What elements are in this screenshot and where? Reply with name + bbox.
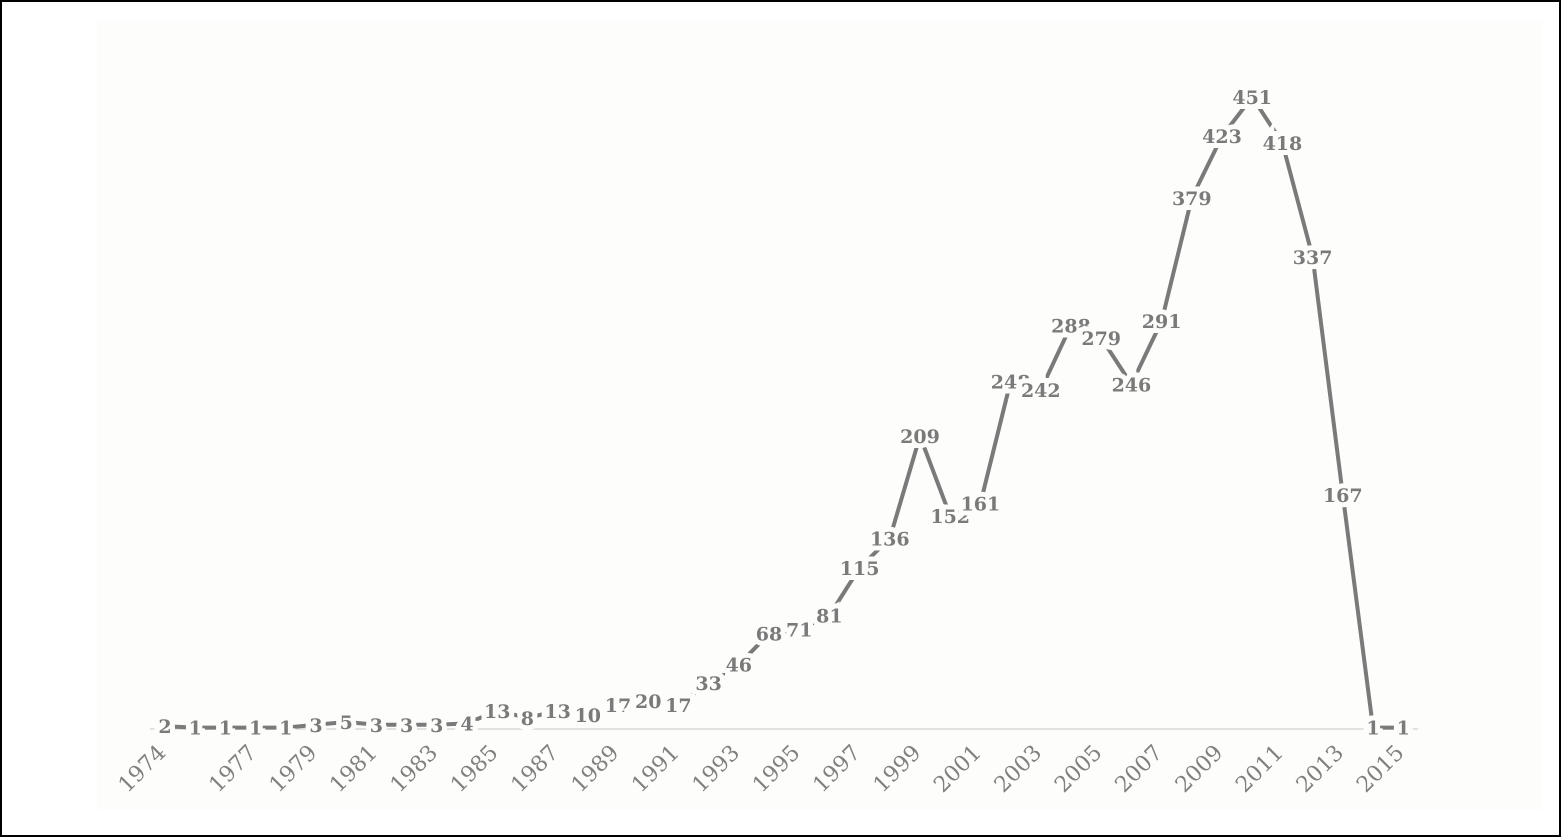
line-segment [585,703,620,717]
line-segment [465,708,500,726]
line-segment [495,708,530,720]
data-label: 13 [544,701,570,723]
line-segment [948,501,983,518]
line-segment [736,631,771,667]
data-label: 8 [521,708,534,730]
line-segment [1340,492,1375,730]
data-label: 136 [870,528,910,550]
plot-area [97,20,1542,810]
line-segment [1220,95,1255,139]
line-segment [857,536,892,570]
data-label: 1 [1366,718,1379,740]
line-segment [314,719,349,727]
line-segment [1069,323,1104,341]
data-label: 167 [1323,485,1363,507]
line-segment [163,724,198,730]
line-segment [555,708,590,717]
data-label: 46 [726,655,752,677]
line-segment [918,434,953,518]
line-segment [887,434,922,541]
line-segment [978,379,1013,506]
data-label: 161 [961,493,1001,515]
data-label: 33 [695,673,721,695]
line-segment [797,613,832,632]
data-label: 152 [930,506,970,528]
line-segment [676,680,711,708]
line-segment [1099,336,1134,387]
data-label: 423 [1202,126,1242,148]
data-label: 418 [1263,133,1303,155]
line-segment [706,662,741,685]
data-label: 1 [189,718,202,740]
data-label: 3 [430,715,443,737]
line-segment [1250,95,1285,146]
data-label: 209 [900,426,940,448]
line-segment [525,708,560,720]
line-segment [1189,134,1224,200]
line-segment [1310,254,1345,497]
data-label: 3 [400,715,413,737]
line-segment [283,722,318,730]
data-label: 279 [1081,328,1121,350]
line-segment [1008,379,1043,392]
data-label: 71 [786,620,812,642]
line-segment [767,627,802,636]
data-label: 451 [1232,87,1272,109]
data-label: 2 [158,716,171,738]
data-label: 248 [991,371,1031,393]
line-segment [1159,195,1194,324]
data-label: 20 [635,691,661,713]
data-label: 10 [575,705,601,727]
line-segment [434,721,469,727]
line-segment [1038,323,1073,392]
data-label: 13 [484,701,510,723]
line-segment [344,719,379,727]
line-segment [646,698,681,708]
data-label: 337 [1293,247,1333,269]
data-label: 115 [840,558,880,580]
data-label: 1 [219,718,232,740]
data-label: 81 [816,605,842,627]
data-label: 1 [279,718,292,740]
data-label: 291 [1142,311,1182,333]
data-label: 246 [1112,374,1152,396]
line-segment [1280,141,1315,259]
data-label: 4 [460,713,473,735]
line-segment [827,565,862,618]
data-label: 5 [340,712,353,734]
data-label: 1 [249,718,262,740]
data-label: 17 [665,695,691,717]
data-label: 68 [756,624,782,646]
data-label: 379 [1172,188,1212,210]
data-label: 288 [1051,315,1091,337]
data-label: 3 [309,715,322,737]
line-segment [616,698,651,708]
data-label: 17 [605,695,631,717]
data-label: 3 [370,715,383,737]
data-label: 1 [1397,718,1410,740]
data-label: 242 [1021,380,1061,402]
line-segment [1129,319,1164,387]
